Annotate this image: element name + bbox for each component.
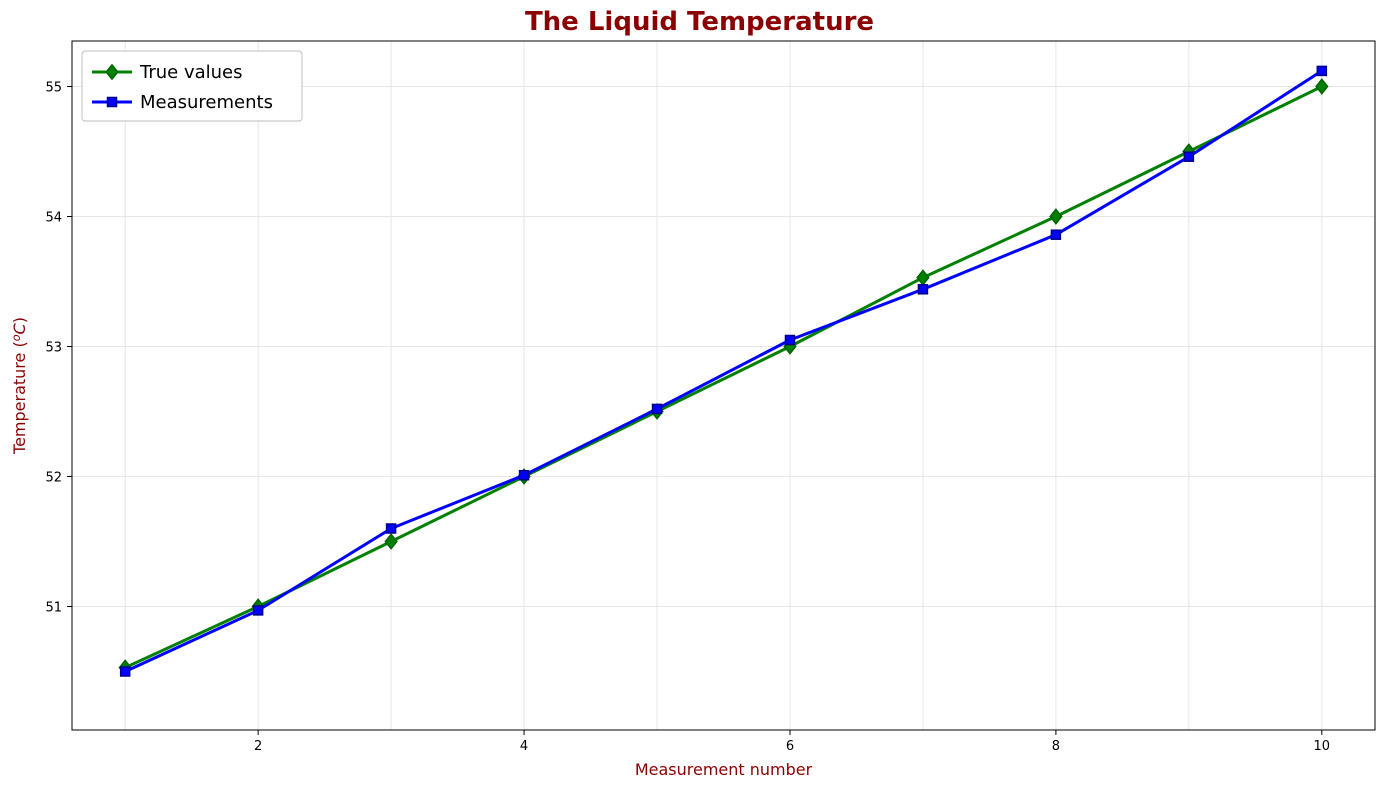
chart-container: 2 4 6 8 10 51 52 53 54 55 The Liquid Temperature Me… [0,0,1399,791]
square-marker [1317,66,1326,75]
x-tick-label: 10 [1314,739,1331,754]
square-marker [387,524,396,533]
square-marker [653,404,662,413]
x-tick-label: 2 [254,739,262,754]
chart-title: The Liquid Temperature [525,7,874,37]
y-tick-label: 51 [45,601,62,616]
square-marker [1051,230,1060,239]
legend-item-label: Measurements [140,92,273,113]
x-tick-label: 8 [1052,739,1060,754]
square-marker [1184,152,1193,161]
square-marker [918,285,927,294]
square-marker [254,606,263,615]
x-tick-label: 6 [786,739,794,754]
y-tick-label: 54 [45,211,62,226]
legend-square-icon [108,98,117,107]
y-tick-label: 52 [45,471,62,486]
x-tick-label: 4 [520,739,528,754]
y-tick-label: 53 [45,341,62,356]
square-marker [785,336,794,345]
legend-item-label: True values [139,62,243,83]
x-axis-label: Measurement number [635,760,813,779]
square-marker [121,667,130,676]
square-marker [520,471,529,480]
y-tick-label: 55 [45,81,62,96]
liquid-temperature-line-chart: 2 4 6 8 10 51 52 53 54 55 The Liquid Temperature Me… [0,0,1399,791]
